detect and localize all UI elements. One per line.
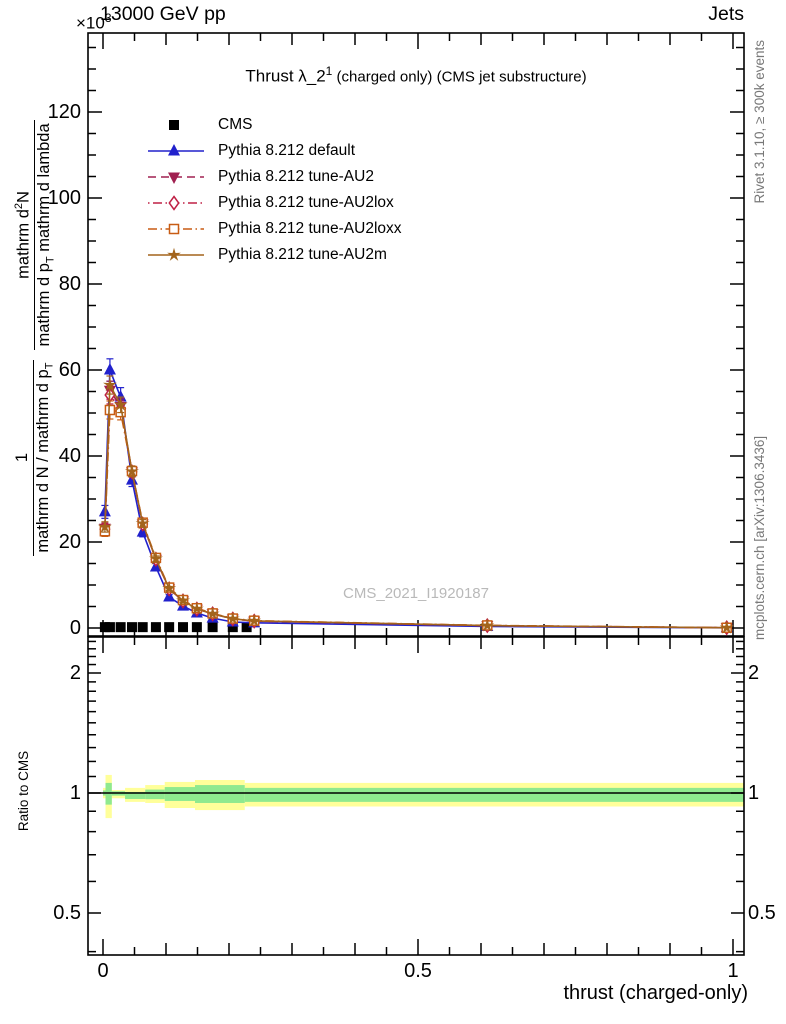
series-pythia-8-212-default <box>98 358 733 633</box>
main-panel-frame <box>87 32 745 637</box>
axis-ticks <box>88 33 744 955</box>
series-pythia-8-212-tune-au2m <box>97 375 734 634</box>
cms-data-points <box>99 622 252 633</box>
ratio-panel-frame <box>87 636 745 956</box>
series-pythia-8-212-tune-au2lox <box>99 385 733 636</box>
series-pythia-8-212-tune-au2 <box>98 380 733 635</box>
series-pythia-8-212-tune-au2loxx <box>99 400 732 633</box>
ratio-uncertainty-bands <box>103 774 744 819</box>
